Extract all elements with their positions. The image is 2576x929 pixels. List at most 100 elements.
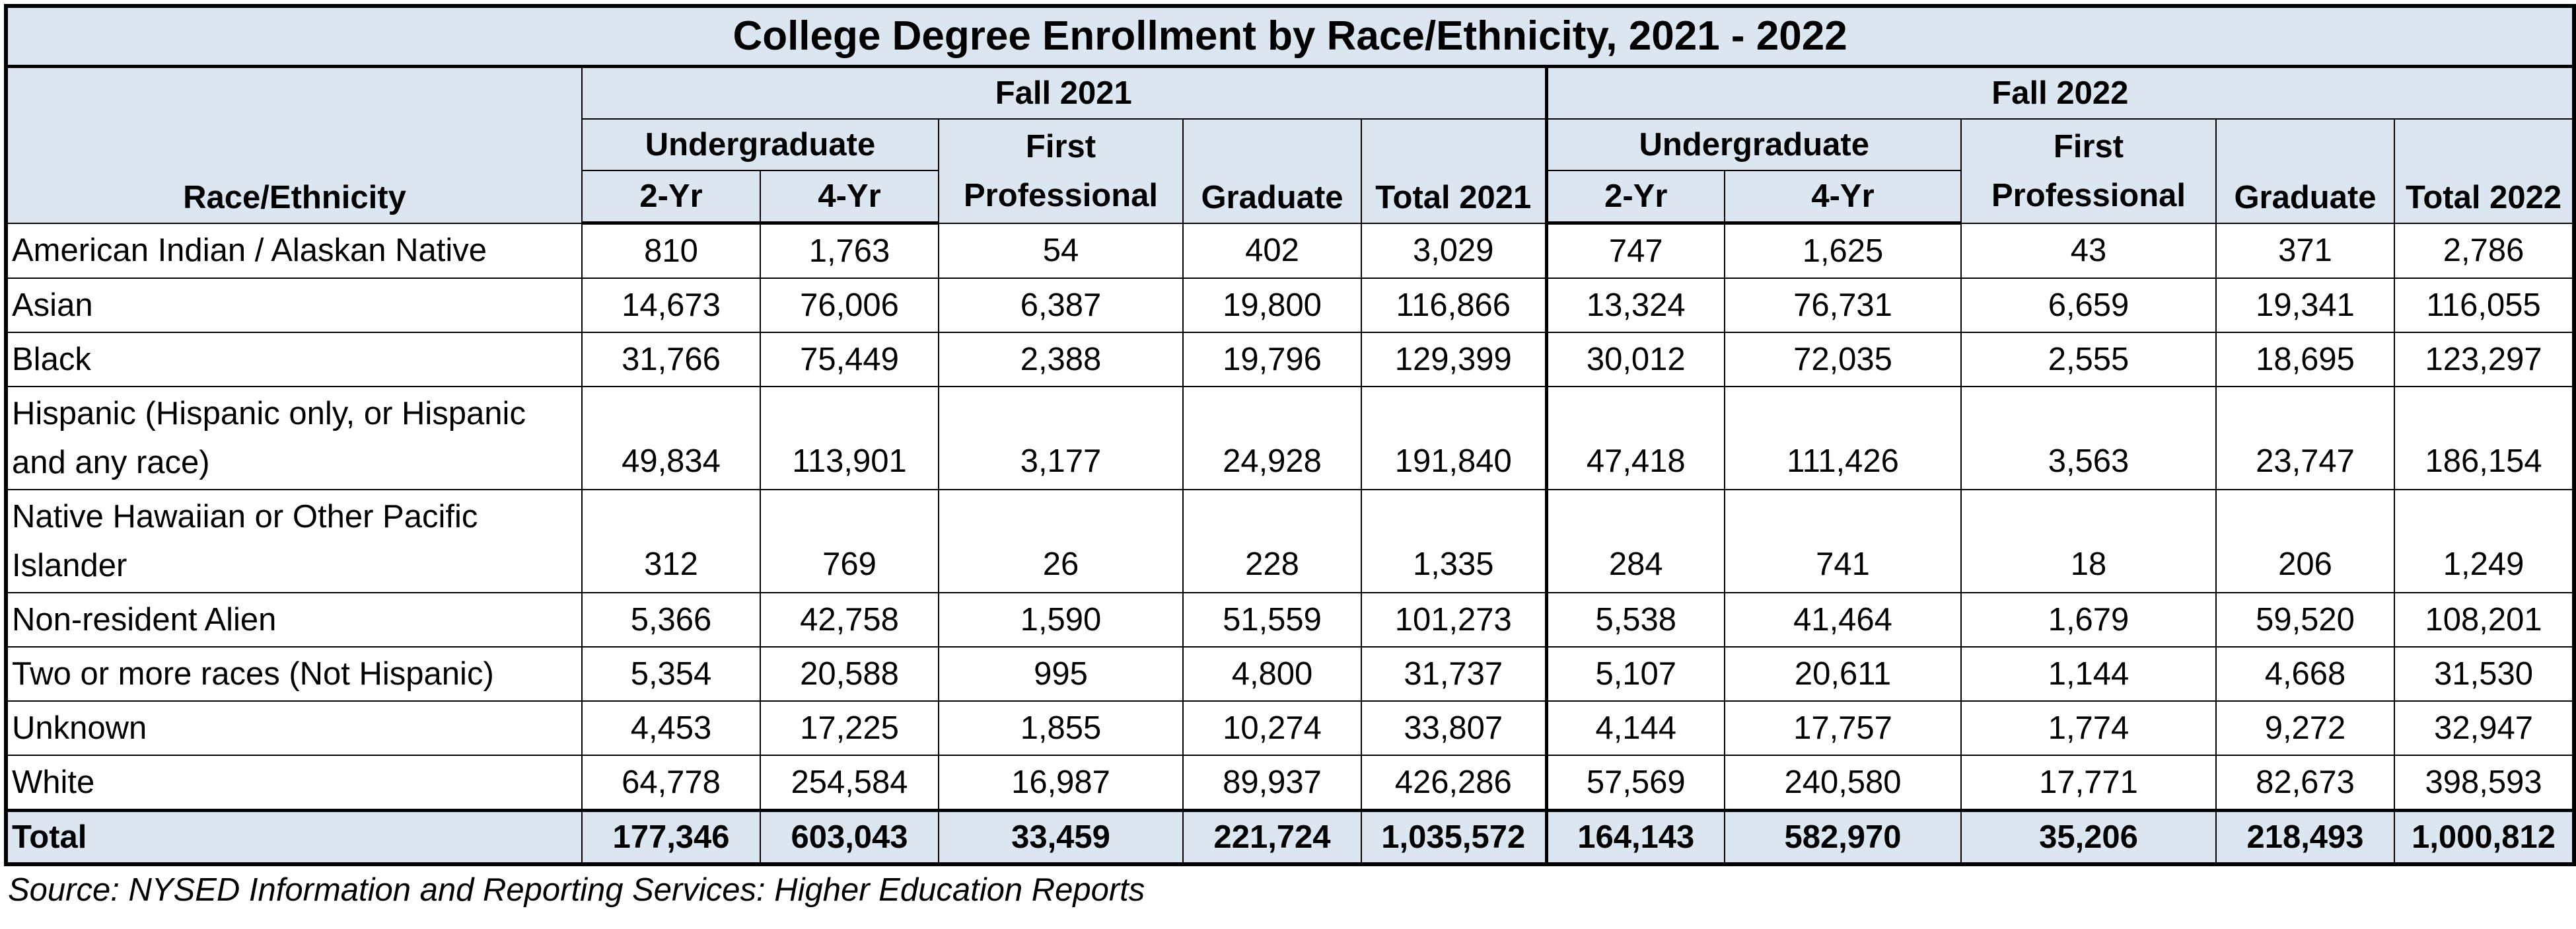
row-label: Hispanic (Hispanic only, or Hispanic and… [5, 386, 583, 490]
cell: 402 [1182, 222, 1362, 279]
table-row: American Indian / Alaskan Native 810 1,7… [5, 222, 2575, 279]
cell: 111,426 [1724, 386, 1962, 490]
cell: 23,747 [2215, 386, 2395, 490]
cell: 741 [1724, 489, 1962, 593]
row-label: Unknown [5, 700, 583, 756]
total-label: Total [5, 809, 583, 865]
table-row: White 64,778 254,584 16,987 89,937 426,2… [5, 755, 2575, 811]
cell: 1,590 [938, 592, 1184, 648]
cell: 1,679 [1960, 592, 2217, 648]
row-label: Black [5, 332, 583, 387]
cell: 3,563 [1960, 386, 2217, 490]
fall-2022-header: Fall 2022 [1545, 65, 2575, 120]
cell: 76,006 [760, 278, 939, 333]
first-professional-2021-header: First Professional [938, 118, 1184, 224]
total-cell: 35,206 [1960, 809, 2217, 865]
cell: 19,796 [1182, 332, 1362, 387]
total-cell: 1,035,572 [1361, 809, 1548, 865]
cell: 24,928 [1182, 386, 1362, 490]
cell: 18 [1960, 489, 2217, 593]
row-label: White [5, 755, 583, 811]
cell: 186,154 [2393, 386, 2575, 490]
table-row: Two or more races (Not Hispanic) 5,354 2… [5, 646, 2575, 702]
two-yr-2022-header: 2-Yr [1546, 170, 1725, 225]
cell: 810 [581, 222, 761, 279]
four-yr-2021-header: 4-Yr [760, 170, 939, 225]
cell: 5,354 [581, 646, 761, 702]
cell: 14,673 [581, 278, 761, 333]
cell: 31,766 [581, 332, 761, 387]
cell: 1,855 [938, 700, 1184, 756]
table-row: Asian 14,673 76,006 6,387 19,800 116,866… [5, 278, 2575, 333]
cell: 426,286 [1361, 755, 1548, 811]
cell: 113,901 [760, 386, 939, 490]
row-label: Native Hawaiian or Other Pacific Islande… [5, 489, 583, 593]
cell: 206 [2215, 489, 2395, 593]
cell: 995 [938, 646, 1184, 702]
total-cell: 164,143 [1546, 809, 1725, 865]
cell: 10,274 [1182, 700, 1362, 756]
cell: 1,625 [1724, 222, 1962, 279]
cell: 5,107 [1546, 646, 1725, 702]
cell: 123,297 [2393, 332, 2575, 387]
row-label: American Indian / Alaskan Native [5, 222, 583, 279]
cell: 191,840 [1361, 386, 1548, 490]
cell: 9,272 [2215, 700, 2395, 756]
enrollment-table-container: College Degree Enrollment by Race/Ethnic… [4, 4, 2576, 910]
cell: 116,866 [1361, 278, 1548, 333]
first-professional-2021-line2: Professional [963, 177, 1159, 213]
total-cell: 1,000,812 [2393, 809, 2575, 865]
enrollment-table: College Degree Enrollment by Race/Ethnic… [4, 4, 2576, 866]
total-cell: 603,043 [760, 809, 939, 865]
race-ethnicity-header: Race/Ethnicity [5, 65, 583, 224]
cell: 6,659 [1960, 278, 2217, 333]
total-cell: 218,493 [2215, 809, 2395, 865]
cell: 54 [938, 222, 1184, 279]
row-label: Asian [5, 278, 583, 333]
total-2022-header: Total 2022 [2393, 118, 2575, 224]
cell: 398,593 [2393, 755, 2575, 811]
two-yr-2021-header: 2-Yr [581, 170, 761, 225]
total-cell: 221,724 [1182, 809, 1362, 865]
cell: 101,273 [1361, 592, 1548, 648]
table-row: Non-resident Alien 5,366 42,758 1,590 51… [5, 592, 2575, 648]
cell: 82,673 [2215, 755, 2395, 811]
cell: 32,947 [2393, 700, 2575, 756]
source-note: Source: NYSED Information and Reporting … [8, 872, 1145, 908]
row-label: Two or more races (Not Hispanic) [5, 646, 583, 702]
cell: 254,584 [760, 755, 939, 811]
cell: 1,335 [1361, 489, 1548, 593]
undergraduate-2022-header: Undergraduate [1546, 118, 1962, 171]
cell: 42,758 [760, 592, 939, 648]
cell: 1,763 [760, 222, 939, 279]
cell: 76,731 [1724, 278, 1962, 333]
cell: 57,569 [1546, 755, 1725, 811]
cell: 2,555 [1960, 332, 2217, 387]
fall-2021-header: Fall 2021 [581, 65, 1548, 120]
cell: 31,530 [2393, 646, 2575, 702]
table-title: College Degree Enrollment by Race/Ethnic… [5, 5, 2575, 68]
cell: 43 [1960, 222, 2217, 279]
cell: 89,937 [1182, 755, 1362, 811]
table-row: Unknown 4,453 17,225 1,855 10,274 33,807… [5, 700, 2575, 756]
table-row: Black 31,766 75,449 2,388 19,796 129,399… [5, 332, 2575, 387]
cell: 16,987 [938, 755, 1184, 811]
cell: 4,453 [581, 700, 761, 756]
cell: 17,771 [1960, 755, 2217, 811]
cell: 13,324 [1546, 278, 1725, 333]
total-cell: 582,970 [1724, 809, 1962, 865]
cell: 4,144 [1546, 700, 1725, 756]
cell: 20,611 [1724, 646, 1962, 702]
graduate-2022-header: Graduate [2215, 118, 2395, 224]
cell: 284 [1546, 489, 1725, 593]
cell: 3,177 [938, 386, 1184, 490]
first-professional-2022-line1: First [2053, 128, 2124, 165]
cell: 4,668 [2215, 646, 2395, 702]
cell: 5,538 [1546, 592, 1725, 648]
cell: 31,737 [1361, 646, 1548, 702]
cell: 371 [2215, 222, 2395, 279]
table-row: Hispanic (Hispanic only, or Hispanic and… [5, 386, 2575, 490]
cell: 747 [1546, 222, 1725, 279]
cell: 64,778 [581, 755, 761, 811]
total-row: Total 177,346 603,043 33,459 221,724 1,0… [5, 809, 2575, 865]
